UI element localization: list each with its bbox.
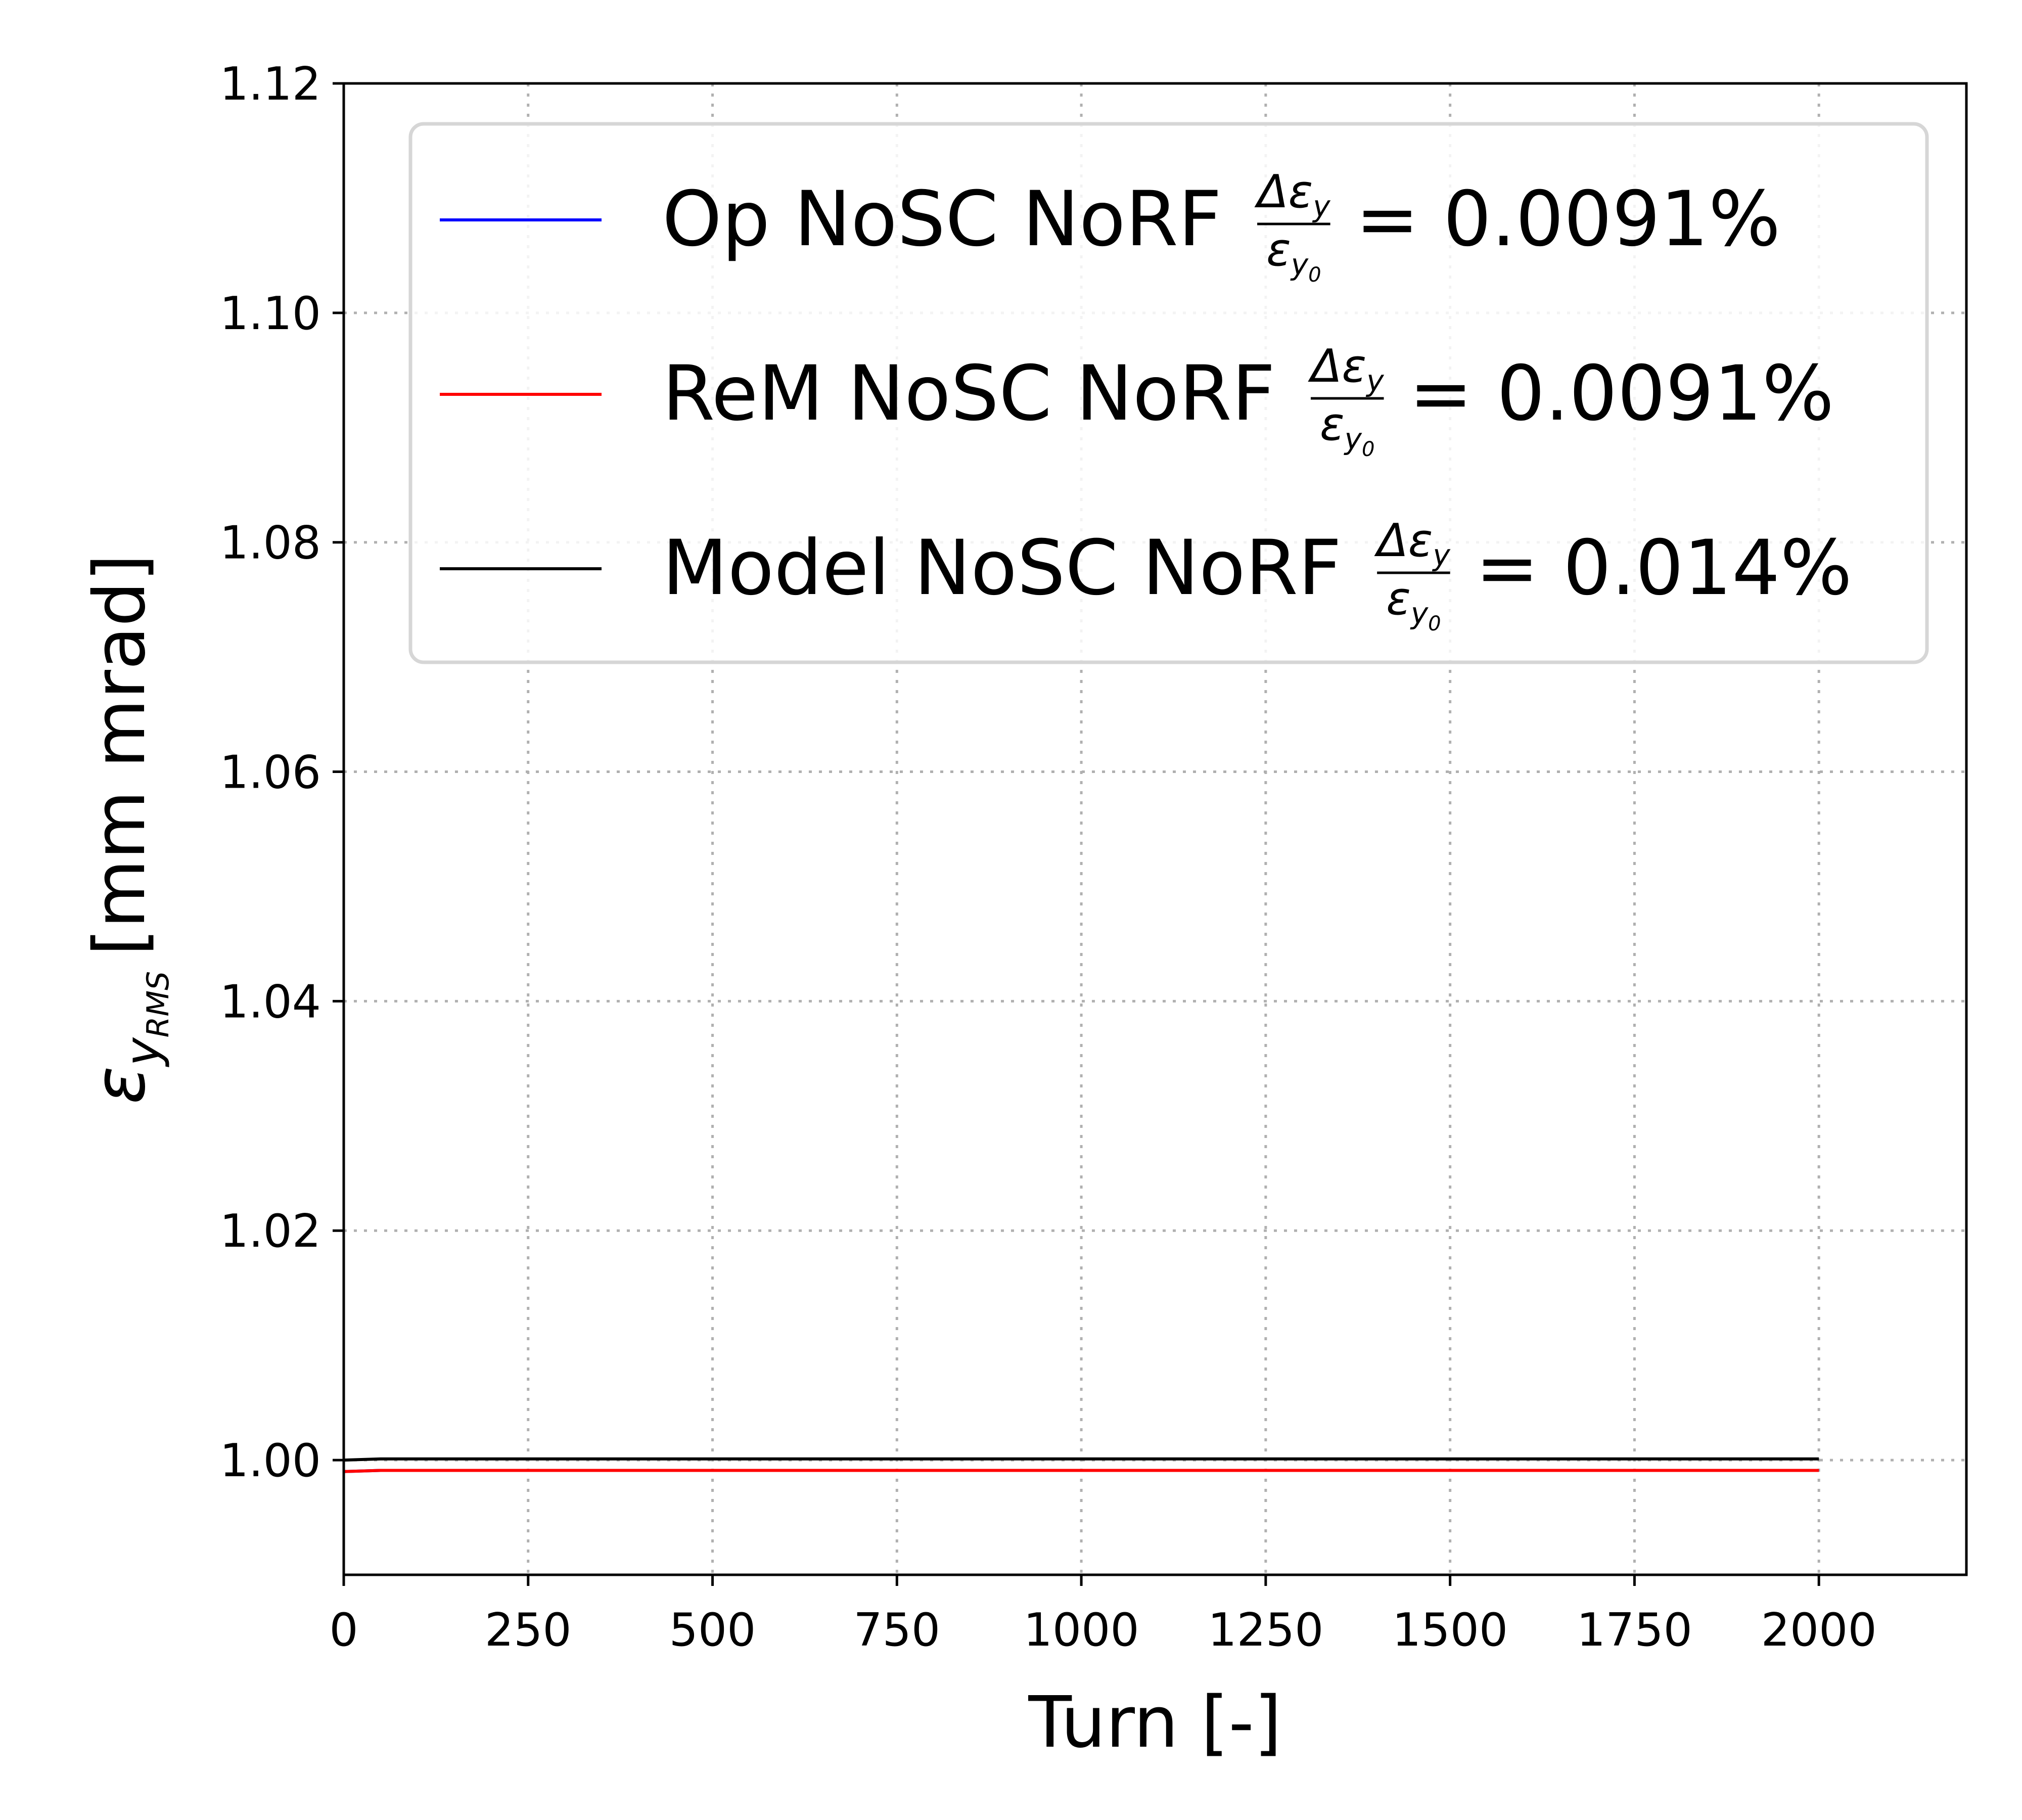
legend-fraction-denominator: εy0 bbox=[1320, 398, 1374, 461]
x-tick-label: 750 bbox=[853, 1604, 940, 1657]
y-tick-label: 1.12 bbox=[220, 58, 321, 111]
legend-label: ReM NoSC NoRF bbox=[662, 350, 1275, 438]
y-tick-label: 1.04 bbox=[220, 975, 321, 1028]
y-tick-label: 1.08 bbox=[220, 517, 321, 570]
x-tick-label: 1000 bbox=[1024, 1604, 1139, 1657]
x-tick-label: 0 bbox=[329, 1604, 358, 1657]
legend-box bbox=[408, 122, 1929, 664]
legend-label: Op NoSC NoRF bbox=[662, 175, 1222, 263]
x-tick-label: 250 bbox=[485, 1604, 572, 1657]
y-axis-subscript: y bbox=[115, 1037, 171, 1068]
legend-value: = 0.014% bbox=[1476, 524, 1852, 612]
legend-fraction-numerator: Δεy bbox=[1254, 165, 1330, 223]
legend-fraction-numerator: Δεy bbox=[1374, 514, 1450, 572]
y-tick-label: 1.02 bbox=[220, 1205, 321, 1258]
plot-frame bbox=[342, 82, 1968, 1576]
y-tick-label: 1.10 bbox=[220, 287, 321, 340]
plot-lines bbox=[343, 1457, 1819, 1473]
legend-value: = 0.0091% bbox=[1356, 175, 1781, 263]
series-line-2 bbox=[343, 1469, 1819, 1473]
y-tick-label: 1.00 bbox=[220, 1434, 321, 1487]
legend-fraction-denominator: εy0 bbox=[1266, 223, 1321, 287]
y-axis-symbol: ε bbox=[79, 1066, 161, 1105]
legend-fraction-denominator: εy0 bbox=[1386, 572, 1441, 635]
legend-value: = 0.0091% bbox=[1409, 350, 1834, 438]
x-axis-title: Turn [-] bbox=[1028, 1681, 1281, 1764]
x-tick-label: 1250 bbox=[1208, 1604, 1323, 1657]
y-axis-title: εyRMS [mm mrad] bbox=[79, 554, 176, 1105]
x-tick-label: 1500 bbox=[1392, 1604, 1508, 1657]
x-tick-label: 2000 bbox=[1761, 1604, 1877, 1657]
legend-label: Model NoSC NoRF bbox=[662, 524, 1342, 612]
y-tick-label: 1.06 bbox=[220, 746, 321, 799]
y-axis-unit: [mm mrad] bbox=[79, 554, 161, 956]
x-tick-label: 500 bbox=[669, 1604, 756, 1657]
series-line-3 bbox=[343, 1457, 1819, 1462]
axis-ticks: 0 250 500 750 1000 1250 1500 1750 2000 1.00 1.02 1.… bbox=[220, 58, 1877, 1657]
y-axis-subsubscript: RMS bbox=[141, 971, 176, 1038]
legend-fraction-numerator: Δεy bbox=[1308, 340, 1384, 398]
x-tick-label: 1750 bbox=[1577, 1604, 1692, 1657]
